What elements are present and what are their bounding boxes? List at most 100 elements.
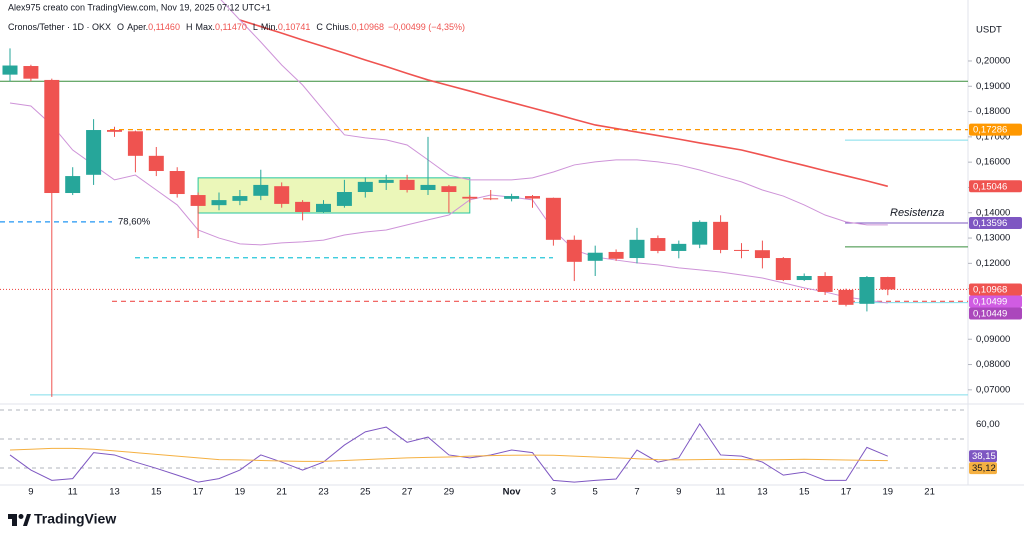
x-tick-label: 3	[551, 487, 556, 498]
legend-item: C	[316, 22, 323, 32]
x-tick-label: 17	[193, 487, 204, 498]
candle-body	[274, 186, 290, 204]
candle-body	[2, 65, 18, 75]
candle-body	[734, 249, 749, 251]
candle-body	[441, 186, 457, 193]
rsi-tick-label: 60,00	[976, 419, 1000, 430]
candle-body	[23, 66, 39, 79]
candle-body	[483, 198, 499, 200]
candle-body	[504, 196, 520, 199]
price-tag-label: 0,10499	[973, 296, 1007, 307]
candle-body	[754, 250, 770, 259]
candle-body	[629, 239, 645, 259]
legend-item: Min.	[261, 22, 278, 32]
candle-body	[316, 203, 331, 212]
candle-body	[608, 251, 624, 259]
candle-body	[336, 192, 352, 206]
candle-body	[148, 155, 164, 172]
legend-item: L	[253, 22, 258, 32]
candle-body	[232, 196, 248, 201]
indicator-line	[220, 0, 888, 226]
indicator-line	[9, 102, 888, 304]
price-tag	[969, 123, 1022, 136]
rsi-line	[9, 447, 888, 462]
price-tick-label: 0,07000	[976, 384, 1010, 395]
candle-body	[566, 239, 582, 262]
price-tag	[969, 283, 1022, 296]
x-tick-label: 27	[402, 487, 413, 498]
legend-item: 0,10741	[278, 22, 311, 32]
price-tick-label: 0,20000	[976, 55, 1010, 66]
candle-body	[420, 184, 436, 190]
candle-body	[378, 179, 394, 183]
candle-body	[190, 195, 206, 206]
rsi-tag	[969, 462, 997, 475]
indicator-line	[239, 19, 889, 188]
candle-body	[357, 181, 373, 193]
symbol-legend: Cronos/Tether · 1D · OKX O Aper.0,11460 H Ma…	[8, 22, 465, 32]
range-box	[197, 177, 471, 214]
x-tick-label: 19	[883, 487, 894, 498]
price-tag-label: 0,13596	[973, 218, 1007, 229]
candle-body	[775, 258, 791, 281]
legend-item: 0,10968	[351, 22, 384, 32]
x-tick-label: 29	[444, 487, 455, 498]
x-tick-label: 11	[68, 487, 78, 498]
candle-body	[796, 275, 812, 281]
price-tick-label: 0,17000	[976, 131, 1010, 142]
rsi-tag-label: 38,15	[972, 451, 996, 462]
rsi-line	[9, 422, 888, 483]
legend-item: H	[186, 22, 193, 32]
price-tag	[969, 180, 1022, 193]
price-tag-label: 0,10968	[973, 284, 1007, 295]
x-tick-label: 13	[757, 487, 768, 498]
rsi-tag	[969, 450, 997, 463]
candle-body	[399, 179, 415, 190]
x-tick-label: 19	[235, 487, 246, 498]
candle-body	[107, 130, 122, 132]
legend-item: Max.	[195, 22, 215, 32]
rsi-pane	[0, 409, 968, 483]
price-tick-label: 0,19000	[976, 81, 1010, 92]
x-tick-label: 25	[360, 487, 371, 498]
logo-icon	[18, 514, 24, 519]
price-tick-label: 0,13000	[976, 233, 1010, 244]
overlay: 0,070000,080000,090000,110000,120000,130…	[28, 55, 1022, 498]
candle-body	[169, 171, 185, 195]
x-tick-label: 15	[799, 487, 810, 498]
price-tick-label: 0,08000	[976, 359, 1010, 370]
candle-body	[545, 197, 561, 240]
x-tick-label: 11	[716, 487, 726, 498]
price-tick-label: 0,12000	[976, 258, 1010, 269]
legend-item: Cronos/Tether · 1D · OKX	[8, 22, 111, 32]
price-tick-label: 0,09000	[976, 334, 1010, 345]
x-tick-label: 9	[676, 487, 681, 498]
legend-item: Aper.	[127, 22, 148, 32]
legend-item: O	[117, 22, 124, 32]
x-tick-label: 21	[924, 487, 935, 498]
x-tick-label: 9	[28, 487, 33, 498]
candle-body	[525, 196, 540, 199]
logo-icon	[12, 514, 17, 526]
candle-body	[671, 243, 687, 251]
x-tick-label: 7	[634, 487, 639, 498]
candle-body	[817, 275, 833, 292]
x-tick-label: 5	[593, 487, 598, 498]
candle-body	[880, 277, 896, 290]
price-tick-label: 0,14000	[976, 207, 1010, 218]
candle-body	[650, 238, 666, 251]
logo-text: TradingView	[34, 511, 116, 527]
candle-body	[65, 176, 81, 194]
price-tag	[969, 307, 1022, 320]
x-tick-label: 23	[318, 487, 329, 498]
legend-item: −0,00499 (−4,35%)	[388, 22, 465, 32]
candle-body	[713, 221, 729, 250]
x-tick-label: 17	[841, 487, 852, 498]
price-tag-label: 0,10449	[973, 308, 1007, 319]
candle-body	[253, 184, 269, 196]
candle-body	[86, 130, 102, 175]
price-unit: USDT	[976, 25, 1002, 36]
logo: TradingView	[8, 511, 116, 527]
